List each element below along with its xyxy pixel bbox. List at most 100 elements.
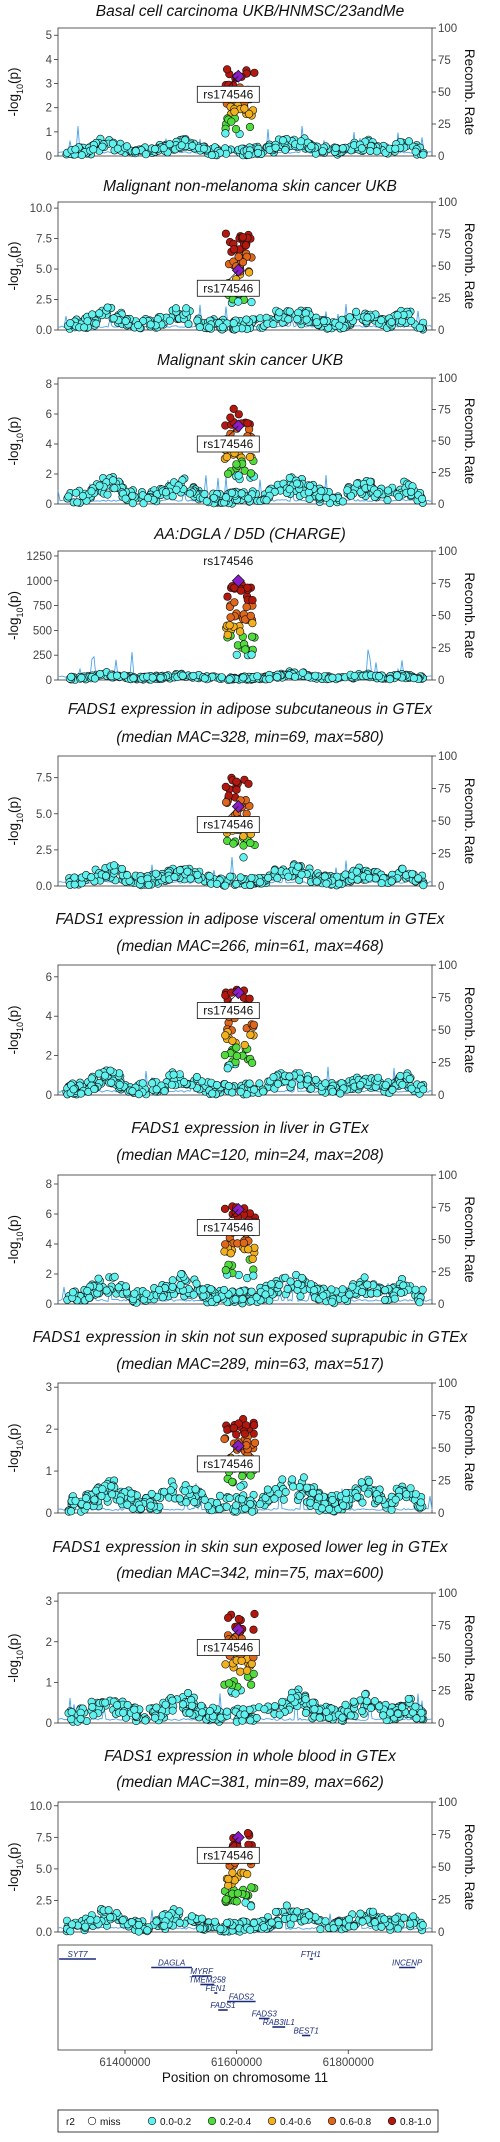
snp-point	[172, 485, 181, 494]
y-tick-label: 0.0	[36, 1927, 52, 1939]
snp-point	[207, 151, 216, 160]
snp-point	[267, 1280, 276, 1289]
snp-point	[223, 630, 232, 640]
y-tick-label: 2	[46, 103, 52, 115]
snp-point	[247, 1902, 256, 1911]
snp-point	[221, 782, 230, 792]
snp-point	[248, 595, 257, 605]
snp-point	[328, 1087, 337, 1096]
snp-point	[71, 1496, 80, 1505]
y-tick-label: 0	[46, 1718, 52, 1730]
snp-point	[317, 487, 326, 496]
y-tick-label: 3	[46, 1382, 52, 1394]
snp-point	[363, 1280, 372, 1289]
snp-point	[393, 1709, 402, 1718]
snp-point	[242, 315, 251, 324]
y-tick-label: 6	[46, 1209, 52, 1221]
snp-point	[262, 496, 271, 505]
snp-point	[186, 874, 195, 883]
snp-point	[196, 1924, 205, 1933]
panel-title: Malignant skin cancer UKB	[157, 352, 343, 369]
snp-point	[240, 1429, 249, 1438]
legend-label: miss	[100, 2117, 121, 2128]
snp-point	[161, 488, 170, 497]
panel-10: FADS1 expression in whole blood in GTEx (…	[6, 1748, 477, 1939]
snp-point	[76, 1714, 85, 1723]
y-tick-label: 8	[46, 379, 52, 391]
snp-point	[222, 798, 231, 807]
y-tick-label: 2.5	[36, 845, 52, 857]
snp-point	[319, 317, 328, 326]
snp-point	[352, 867, 361, 876]
snp-point	[175, 866, 184, 875]
snp-point	[275, 1710, 284, 1719]
snp-point	[224, 1874, 233, 1884]
snp-point	[412, 1714, 421, 1723]
snp-point	[407, 487, 416, 496]
panel-title: FADS1 expression in skin sun exposed low…	[52, 1539, 448, 1556]
snp-point	[70, 873, 79, 882]
snp-point	[298, 668, 307, 677]
snp-point	[416, 1498, 425, 1507]
snp-point	[364, 1489, 373, 1498]
snp-point	[230, 107, 239, 116]
snp-point	[146, 1501, 155, 1510]
snp-point	[161, 1700, 170, 1709]
snp-point	[210, 1917, 219, 1926]
snp-point	[195, 323, 204, 332]
snp-point	[391, 1495, 400, 1504]
snp-point	[250, 1438, 260, 1447]
snp-point	[200, 1495, 209, 1504]
snp-point	[308, 1698, 317, 1707]
snp-point	[108, 1490, 117, 1499]
snp-point	[166, 1486, 175, 1495]
snp-point	[411, 1490, 420, 1499]
snp-point	[348, 1282, 357, 1291]
snp-point	[159, 144, 168, 153]
snp-point	[357, 1707, 366, 1716]
snp-point	[286, 1277, 295, 1286]
y-tick-label: 5.0	[36, 1864, 52, 1876]
snp-point	[297, 137, 306, 146]
snp-point	[220, 1204, 230, 1213]
snp-point	[151, 869, 160, 878]
y-tick-label: 4	[46, 1011, 53, 1023]
panel-title: (median MAC=342, min=75, max=600)	[116, 1565, 384, 1582]
snp-points	[63, 1202, 427, 1308]
snp-point	[224, 469, 233, 478]
gene-label: FEN1	[205, 1984, 225, 1993]
snp-point	[169, 1070, 178, 1079]
snp-point	[380, 1915, 389, 1924]
snp-point	[198, 1914, 207, 1923]
snp-point	[339, 1501, 348, 1510]
snp-point	[221, 1660, 230, 1669]
snp-point	[189, 671, 198, 680]
panel-title: AA:DGLA / D5D (CHARGE)	[153, 526, 346, 543]
snp-point	[233, 1889, 242, 1898]
snp-point	[247, 1680, 256, 1689]
snp-point	[78, 491, 87, 500]
snp-point	[248, 1254, 257, 1263]
x-tick-label: 61400000	[99, 2057, 150, 2069]
snp-point	[113, 1701, 122, 1710]
snp-point	[177, 141, 186, 150]
snp-point	[352, 479, 361, 488]
snp-point	[230, 598, 239, 607]
snp-point	[234, 1614, 243, 1624]
snp-point	[115, 1080, 124, 1089]
snp-point	[216, 1491, 225, 1500]
lead-snp-pointer	[228, 76, 239, 87]
snp-point	[246, 838, 255, 848]
snp-point	[243, 1869, 252, 1879]
y2-tick-label: 100	[438, 1588, 457, 1600]
snp-point	[97, 1492, 106, 1501]
snp-point	[284, 872, 293, 881]
snp-point	[249, 1271, 258, 1280]
snp-point	[231, 1295, 240, 1304]
snp-point	[250, 1421, 259, 1430]
snp-point	[95, 481, 104, 490]
panel-title: FADS1 expression in adipose visceral ome…	[55, 911, 445, 928]
y2-axis-label: Recomb. Rate	[462, 778, 477, 864]
snp-point	[343, 486, 352, 495]
snp-point	[271, 143, 280, 152]
